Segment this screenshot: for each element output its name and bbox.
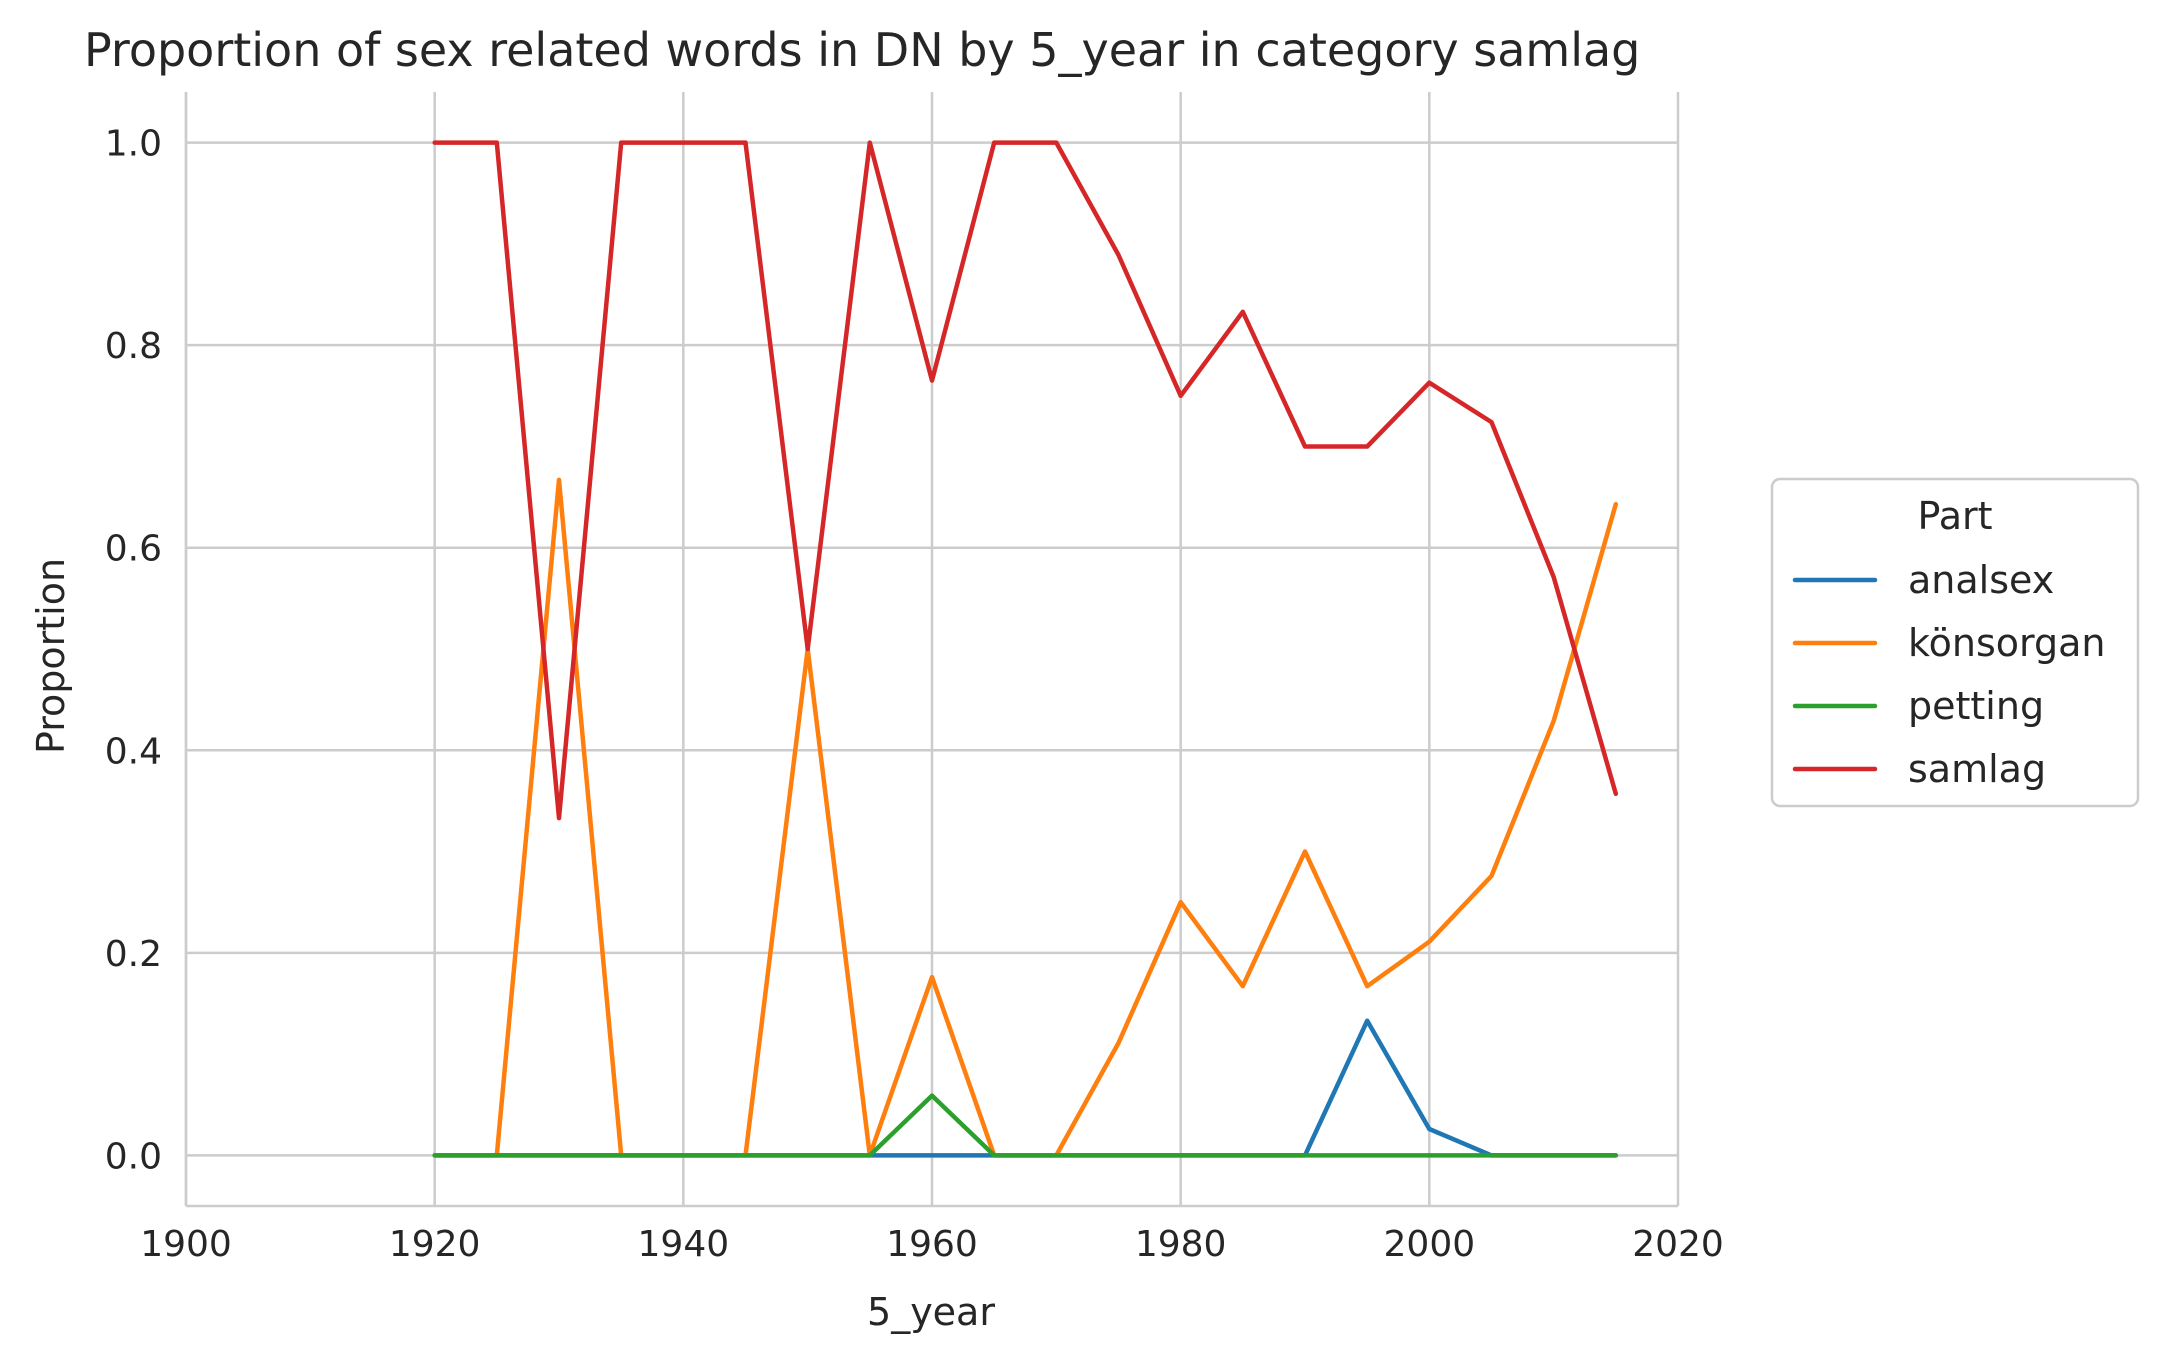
- x-axis-label: 5_year: [867, 1290, 995, 1334]
- legend-item-samlag: samlag: [1792, 747, 2046, 791]
- x-tick-label: 1960: [886, 1224, 978, 1265]
- x-tick-label: 1920: [389, 1224, 481, 1265]
- series-line-samlag: [432, 140, 1619, 821]
- legend-item-analsex: analsex: [1792, 558, 2054, 602]
- legend-item-petting: petting: [1792, 684, 2044, 728]
- y-tick-label: 1.0: [105, 124, 162, 165]
- x-tick-label: 2020: [1632, 1224, 1724, 1265]
- chart-title: Proportion of sex related words in DN by…: [84, 23, 1640, 77]
- y-tick-label: 0.4: [105, 731, 162, 772]
- y-tick-label: 0.0: [105, 1136, 162, 1177]
- legend-label: könsorgan: [1908, 621, 2105, 665]
- tick-labels: 1900 1920 1940 1960 1980 2000 2020 0.0 0.2 0.4 0.6…: [105, 124, 1724, 1265]
- y-tick-label: 0.6: [105, 529, 162, 570]
- grid-lines: [184, 92, 1680, 1206]
- legend-label: samlag: [1908, 747, 2046, 791]
- x-tick-label: 1900: [140, 1224, 232, 1265]
- series-line-petting: [432, 1093, 1619, 1158]
- series-line-könsorgan: [432, 477, 1619, 1158]
- y-tick-label: 0.2: [105, 934, 162, 975]
- y-axis-label: Proportion: [29, 558, 73, 754]
- x-tick-label: 2000: [1384, 1224, 1476, 1265]
- legend-label: petting: [1908, 684, 2044, 728]
- x-tick-label: 1940: [638, 1224, 730, 1265]
- legend-label: analsex: [1908, 558, 2054, 602]
- legend-title: Part: [1917, 494, 1992, 538]
- legend-items: analsex könsorgan petting samlag: [1792, 558, 2105, 791]
- legend: Part analsex könsorgan petting samlag: [1770, 477, 2140, 808]
- series-lines: [432, 140, 1619, 1158]
- axes-spines: [184, 92, 1678, 1208]
- y-tick-label: 0.8: [105, 326, 162, 367]
- x-tick-label: 1980: [1135, 1224, 1227, 1265]
- legend-frame: [1770, 477, 2140, 808]
- legend-item-könsorgan: könsorgan: [1792, 621, 2105, 665]
